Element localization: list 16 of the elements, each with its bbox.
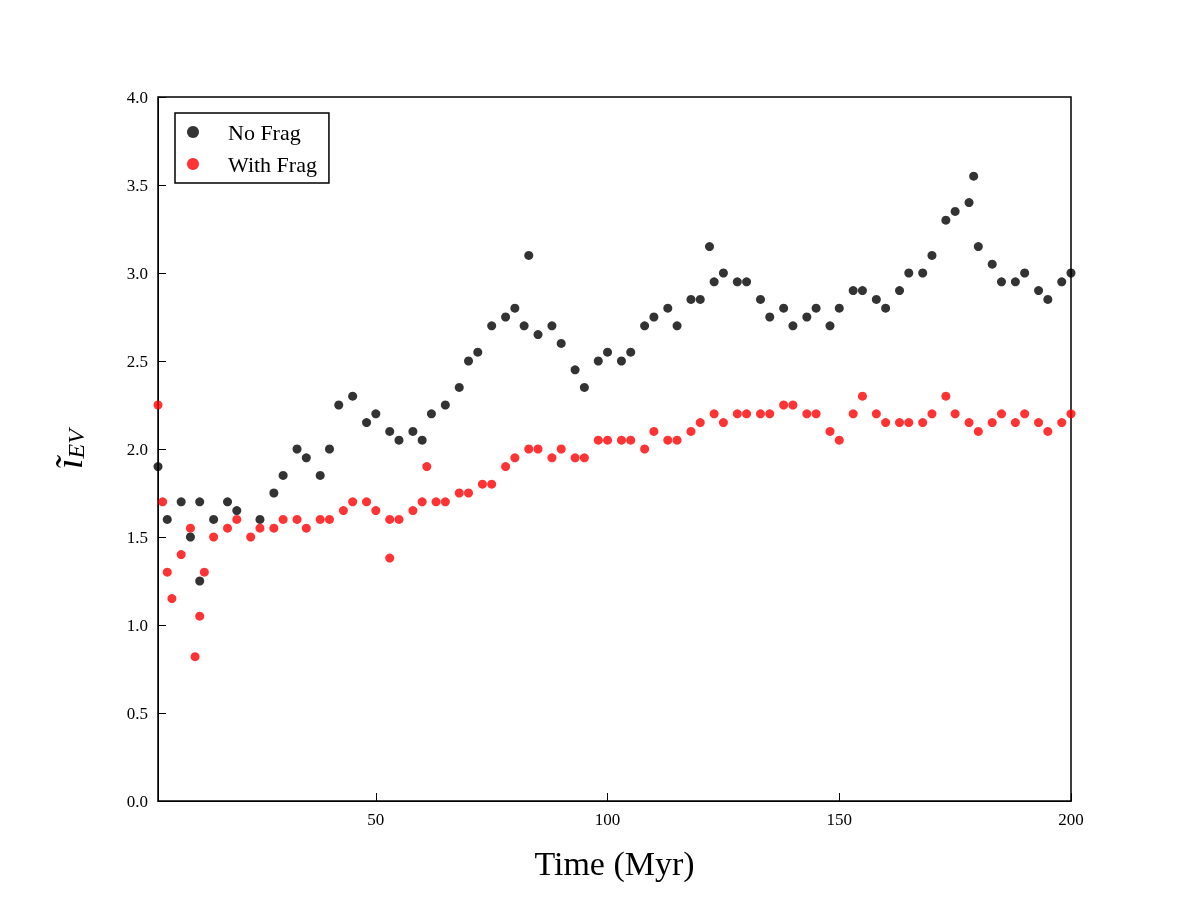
y-tick-label: 0.0 (126, 791, 148, 811)
x-axis-title: Time (Myr) (534, 844, 695, 883)
x-tick-label: 50 (367, 810, 385, 829)
x-tick-label: 200 (1058, 810, 1084, 829)
y-tick-label: 4.0 (126, 87, 148, 107)
legend-label: No Frag (228, 119, 301, 145)
y-tick-label: 0.5 (126, 703, 148, 723)
x-tick-label: 100 (594, 810, 621, 829)
y-tick-label: 3.5 (126, 175, 148, 195)
y-tick-label: 2.5 (126, 351, 148, 371)
x-tick-label: 150 (826, 810, 853, 829)
legend-label: With Frag (228, 151, 317, 177)
y-tick-label: 1.5 (126, 527, 148, 547)
y-tick-label: 2.0 (126, 439, 148, 459)
y-tick-label: 1.0 (126, 615, 148, 635)
y-tick-label: 3.0 (126, 263, 148, 283)
